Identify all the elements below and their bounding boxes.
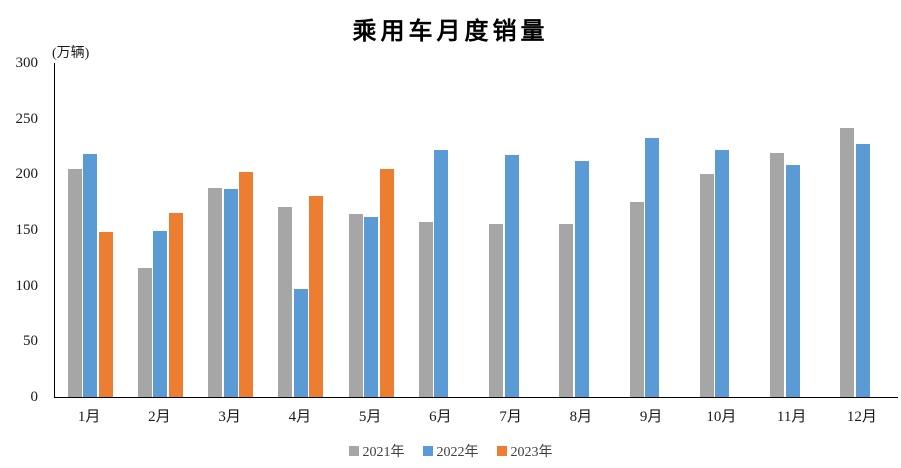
- legend: 2021年 2022年 2023年: [0, 441, 901, 461]
- y-axis-tick-label: 200: [15, 166, 39, 183]
- bar-2022年-8月: [574, 160, 589, 397]
- x-axis-label-12月: 12月: [846, 409, 877, 425]
- bar-2021年-4月: [278, 206, 293, 397]
- bar-group-9月: [617, 63, 687, 397]
- x-axis-label-1月: 1月: [77, 409, 101, 425]
- x-axis-label-10月: 10月: [706, 409, 737, 425]
- chart-title: 乘用车月度销量: [352, 19, 549, 45]
- bar-2022年-7月: [504, 155, 519, 397]
- legend-item-2023年: 2023年: [496, 441, 553, 461]
- legend-swatch-icon: [496, 446, 507, 456]
- bar-2022年-5月: [364, 216, 379, 397]
- y-axis-tick-label: 50: [23, 333, 38, 350]
- bar-group-4月: [266, 63, 336, 397]
- x-axis-label-3月: 3月: [218, 409, 241, 425]
- bar-group-7月: [477, 63, 547, 397]
- legend-label: 2023年: [510, 445, 553, 460]
- bar-2023年-1月: [98, 232, 113, 397]
- y-axis-tick-label: 0: [30, 389, 39, 405]
- legend-swatch-icon: [348, 446, 359, 456]
- x-axis-label-7月: 7月: [499, 409, 522, 425]
- bar-2021年-6月: [418, 222, 433, 397]
- legend-item-2022年: 2022年: [422, 441, 479, 461]
- bar-2023年-3月: [239, 172, 254, 397]
- bar-2021年-11月: [770, 153, 785, 397]
- x-axis-label-5月: 5月: [358, 409, 382, 425]
- bar-2022年-10月: [715, 149, 730, 397]
- bar-2021年-8月: [559, 224, 574, 397]
- bar-2021年-12月: [840, 127, 855, 397]
- bar-2023年-2月: [168, 213, 183, 397]
- bar-2021年-9月: [629, 202, 644, 397]
- bar-2021年-5月: [348, 214, 363, 397]
- bar-group-3月: [196, 63, 266, 397]
- bar-group-10月: [687, 63, 757, 397]
- x-axis-label-6月: 6月: [429, 409, 452, 425]
- bar-2022年-6月: [434, 149, 449, 397]
- legend-label: 2021年: [362, 445, 405, 460]
- bar-2023年-5月: [379, 168, 394, 397]
- bar-2021年-1月: [67, 168, 82, 397]
- bar-group-5月: [336, 63, 406, 397]
- y-axis-tick-label: 300: [15, 55, 39, 71]
- bar-group-12月: [828, 63, 898, 397]
- bar-group-8月: [547, 63, 617, 397]
- x-axis-label-2月: 2月: [148, 409, 171, 425]
- bar-2021年-10月: [699, 174, 714, 397]
- x-axis-labels: 1月 2月 3月 4月 5月 6月 7月 8月 9月 10月 11月 12月: [54, 405, 897, 426]
- bar-2021年-7月: [489, 224, 504, 397]
- legend-swatch-icon: [422, 446, 433, 456]
- bar-2023年-4月: [309, 195, 324, 397]
- bar-group-6月: [406, 63, 476, 397]
- bar-2022年-4月: [293, 289, 308, 397]
- x-axis-label-4月: 4月: [288, 409, 312, 425]
- x-axis-label-8月: 8月: [569, 409, 593, 425]
- bar-2022年-11月: [785, 165, 800, 397]
- bar-2022年-1月: [83, 154, 98, 397]
- legend-item-2021年: 2021年: [348, 441, 405, 461]
- bar-2022年-9月: [645, 137, 660, 397]
- bar-2021年-2月: [137, 267, 152, 397]
- bar-group-11月: [758, 63, 828, 397]
- y-axis-tick-label: 150: [15, 222, 39, 238]
- y-axis-unit-label: (万辆): [52, 46, 90, 61]
- plot-area: [54, 63, 898, 398]
- bar-2022年-2月: [153, 231, 168, 397]
- bar-2021年-3月: [208, 187, 223, 397]
- x-axis-label-9月: 9月: [639, 409, 663, 425]
- legend-label: 2022年: [436, 445, 479, 460]
- y-axis-tick-label: 100: [15, 277, 39, 294]
- y-axis-tick-label: 250: [15, 110, 39, 127]
- bar-group-1月: [55, 63, 125, 397]
- x-axis-label-11月: 11月: [776, 409, 807, 425]
- bar-group-2月: [125, 63, 195, 397]
- bar-2022年-12月: [855, 144, 870, 397]
- bar-2022年-3月: [223, 188, 238, 397]
